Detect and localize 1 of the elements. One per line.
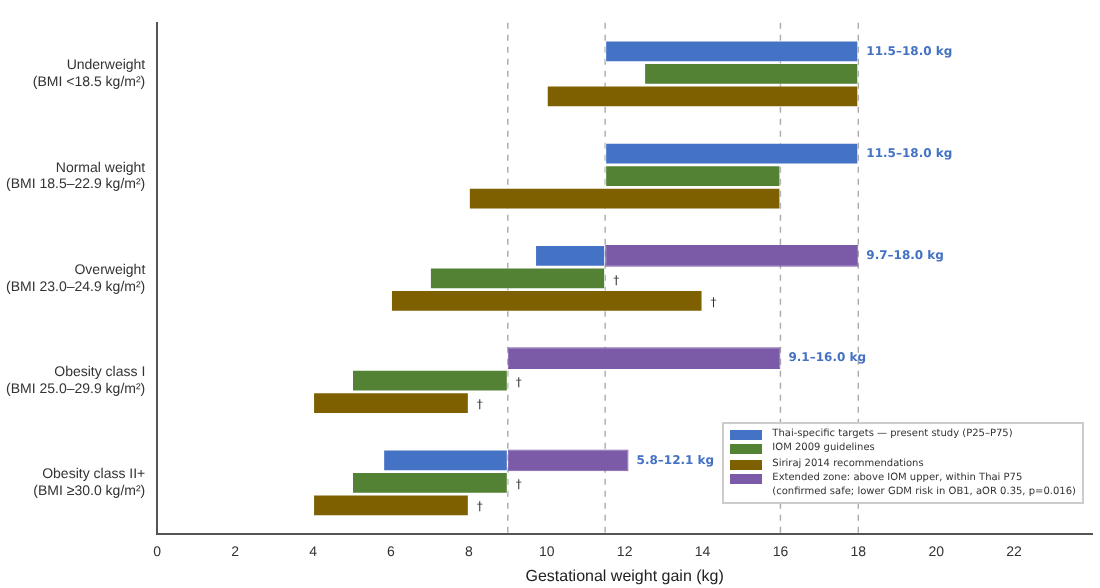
x-axis-title: Gestational weight gain (kg): [525, 566, 725, 585]
